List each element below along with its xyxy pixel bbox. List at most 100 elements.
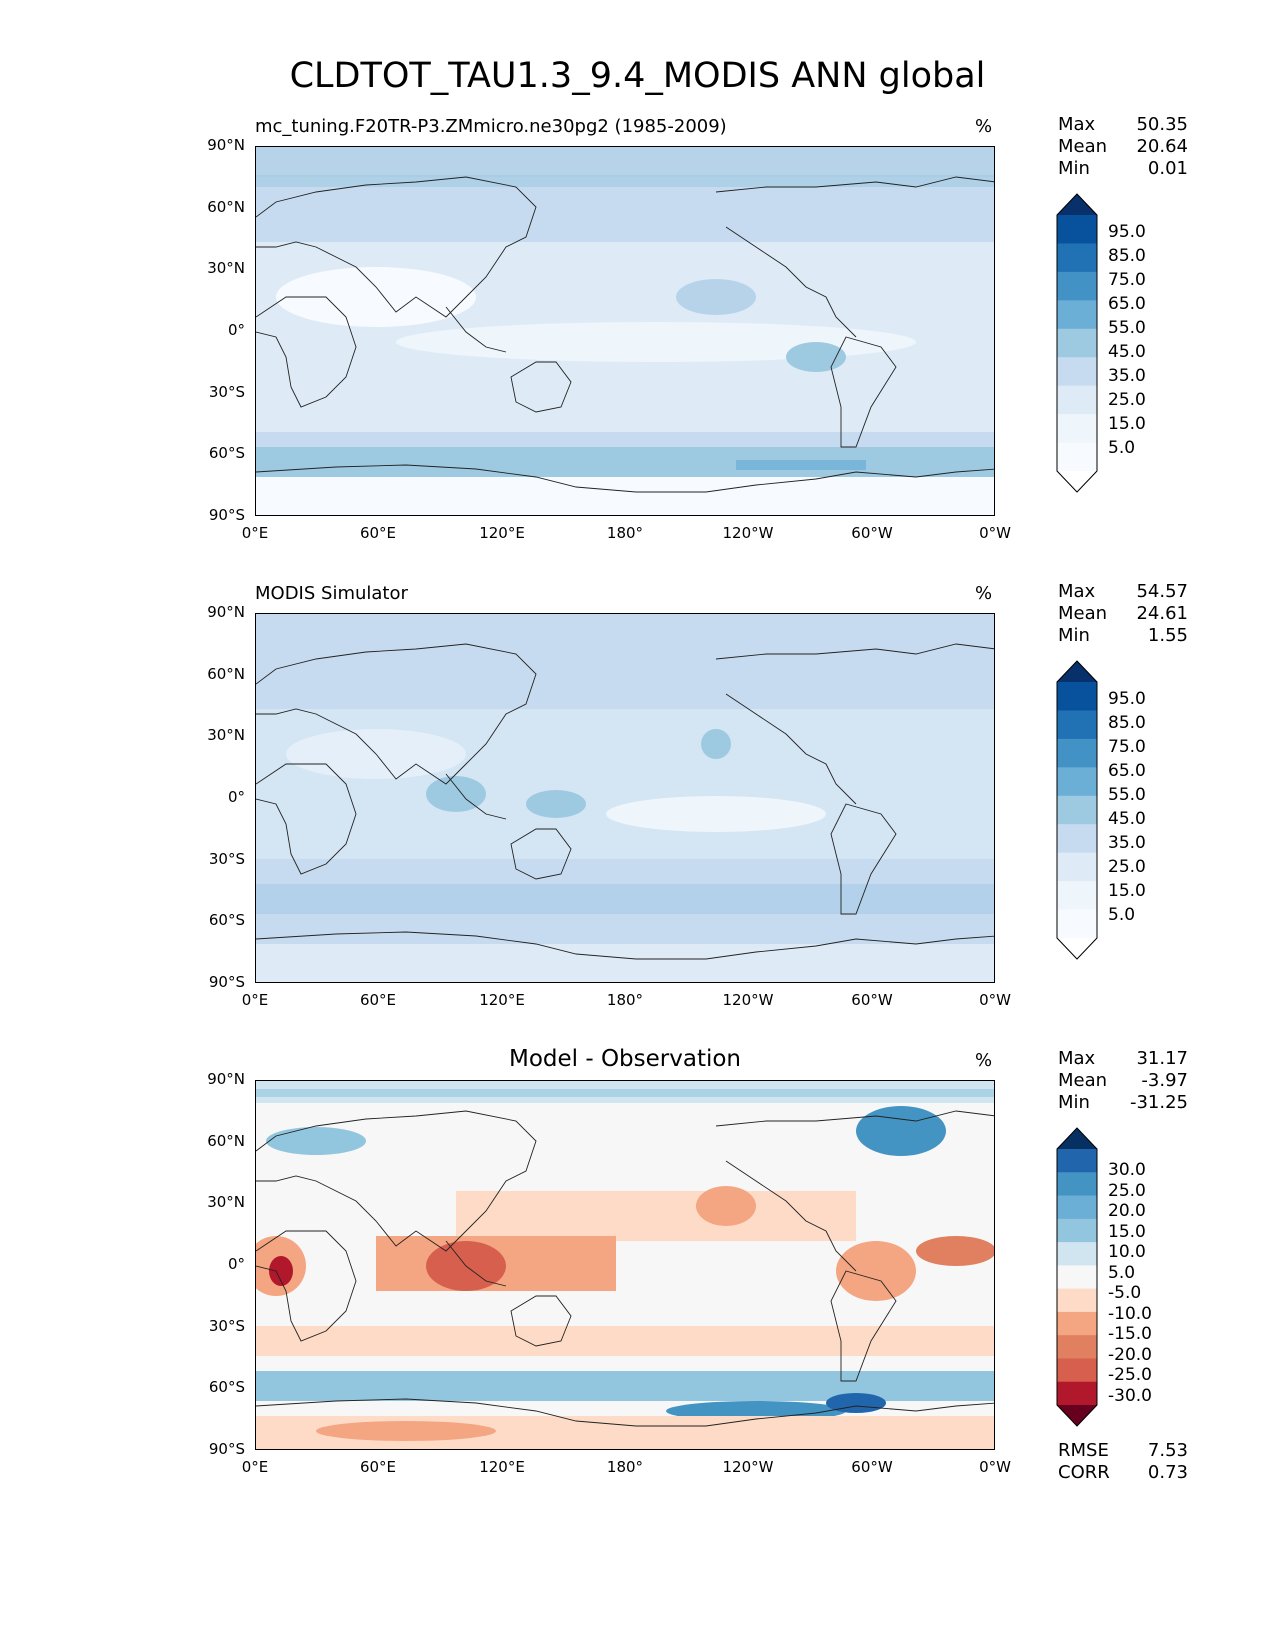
colorbar-extend-bottom bbox=[1057, 471, 1097, 492]
lon-label: 0°W bbox=[979, 991, 1011, 1009]
figure-title: CLDTOT_TAU1.3_9.4_MODIS ANN global bbox=[289, 56, 986, 96]
colorbar-tick: 35.0 bbox=[1108, 833, 1146, 853]
colorbar-tick: 30.0 bbox=[1108, 1160, 1146, 1180]
unit-label: % bbox=[975, 116, 993, 137]
colorbar-tick: 45.0 bbox=[1108, 809, 1146, 829]
rmse-value: 7.53 bbox=[1147, 1440, 1188, 1461]
lon-label: 60°E bbox=[359, 524, 397, 542]
colorbar-segment bbox=[1057, 767, 1097, 797]
lat-label: 30°S bbox=[208, 1317, 245, 1335]
lat-label: 90°N bbox=[207, 1070, 245, 1088]
coastline-layer bbox=[256, 1110, 994, 1427]
map-model bbox=[255, 146, 995, 516]
colorbar-segment bbox=[1057, 710, 1097, 740]
colorbar-segment bbox=[1057, 414, 1097, 444]
colorbar-segment bbox=[1057, 442, 1097, 472]
colorbar-tick: 5.0 bbox=[1108, 1263, 1136, 1283]
colorbar-tick: 55.0 bbox=[1108, 785, 1146, 805]
lat-label: 90°N bbox=[207, 603, 245, 621]
colorbar-tick: 20.0 bbox=[1108, 1201, 1146, 1221]
mean-value: 20.64 bbox=[1136, 136, 1188, 157]
lat-label: 30°N bbox=[207, 259, 245, 277]
map-field bbox=[256, 147, 994, 515]
colorbar-segment bbox=[1057, 385, 1097, 415]
lon-label: 0°E bbox=[241, 1458, 269, 1476]
lat-label: 30°S bbox=[208, 850, 245, 868]
colorbar-extend-bottom bbox=[1057, 1405, 1097, 1426]
lon-label: 120°W bbox=[722, 991, 774, 1009]
mean-label: Mean bbox=[1058, 1070, 1108, 1091]
colorbar-tick: 35.0 bbox=[1108, 366, 1146, 386]
lon-label: 60°E bbox=[359, 991, 397, 1009]
colorbar-segment bbox=[1057, 1172, 1097, 1197]
colorbar bbox=[1056, 1127, 1098, 1427]
unit-label: % bbox=[975, 583, 993, 604]
min-label: Min bbox=[1058, 625, 1090, 646]
colorbar-tick: -5.0 bbox=[1108, 1283, 1142, 1303]
panel-title: Model - Observation bbox=[508, 1046, 742, 1072]
stats-box: Max 31.17 Mean -3.97 Min -31.25 bbox=[1058, 1048, 1188, 1114]
coastline-layer bbox=[256, 643, 994, 960]
map-diff bbox=[255, 1080, 995, 1450]
max-value: 31.17 bbox=[1136, 1048, 1188, 1069]
lat-label: 90°S bbox=[208, 973, 245, 991]
colorbar-tick: -15.0 bbox=[1108, 1324, 1152, 1344]
colorbar-tick: 25.0 bbox=[1108, 1181, 1146, 1201]
colorbar-tick: 65.0 bbox=[1108, 761, 1146, 781]
lat-label: 60°N bbox=[207, 198, 245, 216]
colorbar-tick: 15.0 bbox=[1108, 881, 1146, 901]
colorbar-segment bbox=[1057, 271, 1097, 301]
lon-label: 60°W bbox=[851, 524, 893, 542]
colorbar-tick: 75.0 bbox=[1108, 737, 1146, 757]
colorbar-extend-top bbox=[1057, 194, 1097, 215]
colorbar-outline bbox=[1056, 660, 1098, 960]
max-label: Max bbox=[1058, 1048, 1096, 1069]
colorbar-tick: 10.0 bbox=[1108, 1242, 1146, 1262]
colorbar-tick: 55.0 bbox=[1108, 318, 1146, 338]
lat-label: 60°S bbox=[208, 911, 245, 929]
max-label: Max bbox=[1058, 114, 1096, 135]
colorbar-extend-top bbox=[1057, 661, 1097, 682]
colorbar-tick: 5.0 bbox=[1108, 905, 1136, 925]
colorbar-segment bbox=[1057, 738, 1097, 768]
colorbar-segment bbox=[1057, 1195, 1097, 1220]
colorbar-tick: 65.0 bbox=[1108, 294, 1146, 314]
corr-value: 0.73 bbox=[1147, 1462, 1188, 1483]
lon-label: 120°E bbox=[479, 991, 525, 1009]
colorbar-segment bbox=[1057, 881, 1097, 911]
colorbar-tick: -25.0 bbox=[1108, 1365, 1152, 1385]
coastline-layer bbox=[256, 176, 994, 493]
map-field bbox=[256, 1081, 994, 1449]
colorbar-segment bbox=[1057, 1265, 1097, 1290]
colorbar-tick: -30.0 bbox=[1108, 1386, 1152, 1406]
colorbar bbox=[1056, 193, 1098, 493]
lat-label: 30°N bbox=[207, 726, 245, 744]
lon-label: 180° bbox=[606, 1458, 644, 1476]
lat-label: 90°S bbox=[208, 1440, 245, 1458]
lat-label: 60°S bbox=[208, 444, 245, 462]
colorbar-segment bbox=[1057, 1288, 1097, 1313]
colorbar-segment bbox=[1057, 1242, 1097, 1266]
colorbar-segment bbox=[1057, 682, 1097, 711]
colorbar-tick: 25.0 bbox=[1108, 390, 1146, 410]
mean-label: Mean bbox=[1058, 603, 1108, 624]
panel-diff: Model - Observation % Max 31.17 Mean -3.97… bbox=[0, 1042, 1275, 1512]
colorbar-segment bbox=[1057, 243, 1097, 273]
colorbar-segment bbox=[1057, 1381, 1097, 1406]
unit-label: % bbox=[975, 1050, 993, 1071]
colorbar-tick: 75.0 bbox=[1108, 270, 1146, 290]
colorbar-segment bbox=[1057, 909, 1097, 939]
colorbar-tick: 5.0 bbox=[1108, 438, 1136, 458]
colorbar-tick: 85.0 bbox=[1108, 713, 1146, 733]
min-value: 0.01 bbox=[1147, 158, 1188, 179]
lon-label: 120°W bbox=[722, 524, 774, 542]
colorbar-tick: -10.0 bbox=[1108, 1304, 1152, 1324]
lat-label: 0° bbox=[227, 1255, 245, 1273]
lon-label: 60°E bbox=[359, 1458, 397, 1476]
min-label: Min bbox=[1058, 158, 1090, 179]
colorbar-tick: 95.0 bbox=[1108, 222, 1146, 242]
colorbar-segment bbox=[1057, 328, 1097, 358]
colorbar-outline bbox=[1056, 193, 1098, 493]
colorbar-extend-top bbox=[1057, 1128, 1097, 1149]
panel-title: MODIS Simulator bbox=[255, 583, 408, 604]
